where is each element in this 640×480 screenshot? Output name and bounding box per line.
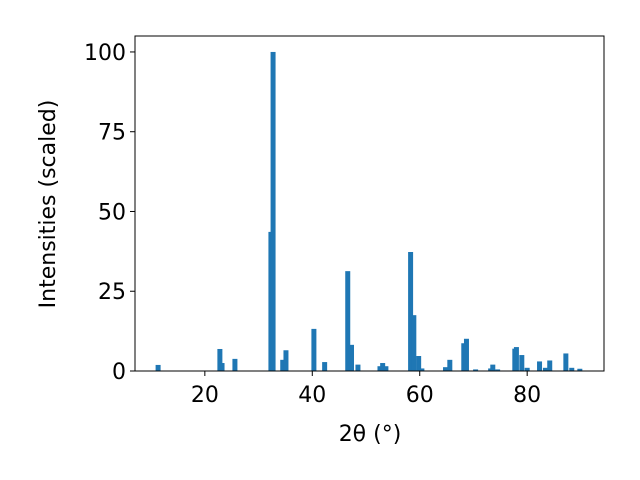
x-tick-label: 40 (298, 383, 326, 408)
bar (542, 367, 548, 371)
plot-frame (134, 35, 605, 372)
y-tick-label: 25 (98, 280, 126, 305)
bar (408, 251, 414, 371)
bar (519, 355, 525, 371)
y-tick-label: 0 (112, 360, 126, 385)
bar (377, 366, 383, 371)
y-tick-label: 75 (98, 121, 126, 146)
bar (311, 328, 317, 371)
bar (461, 343, 467, 371)
bar (155, 364, 161, 371)
bar (280, 359, 286, 371)
bar (463, 338, 469, 371)
bar (283, 350, 289, 371)
bar (443, 367, 449, 371)
bar (569, 367, 575, 371)
bar (380, 363, 386, 371)
y-axis-label: Intensities (scaled) (36, 100, 61, 309)
bar (383, 366, 389, 371)
bar (232, 358, 238, 371)
bar (322, 362, 328, 371)
bar (345, 271, 351, 371)
bar (217, 348, 223, 371)
bar (416, 356, 422, 371)
bar (537, 361, 543, 371)
y-tick-label: 100 (84, 41, 126, 66)
bar (270, 51, 276, 371)
bar (495, 369, 501, 371)
bar (524, 367, 530, 371)
x-tick-label: 80 (513, 383, 541, 408)
x-axis-label: 2θ (°) (339, 422, 402, 447)
bar (563, 353, 569, 371)
bar (577, 368, 583, 371)
x-tick-label: 60 (406, 383, 434, 408)
bar (419, 368, 425, 371)
x-tick-label: 20 (191, 383, 219, 408)
bar (355, 364, 361, 371)
bar (447, 359, 453, 371)
bar (473, 369, 479, 371)
bar (490, 364, 496, 371)
bar (547, 360, 553, 371)
bar (349, 344, 355, 371)
bar (411, 315, 417, 371)
y-tick-label: 50 (98, 200, 126, 225)
bar (219, 363, 225, 371)
bar (513, 347, 519, 371)
